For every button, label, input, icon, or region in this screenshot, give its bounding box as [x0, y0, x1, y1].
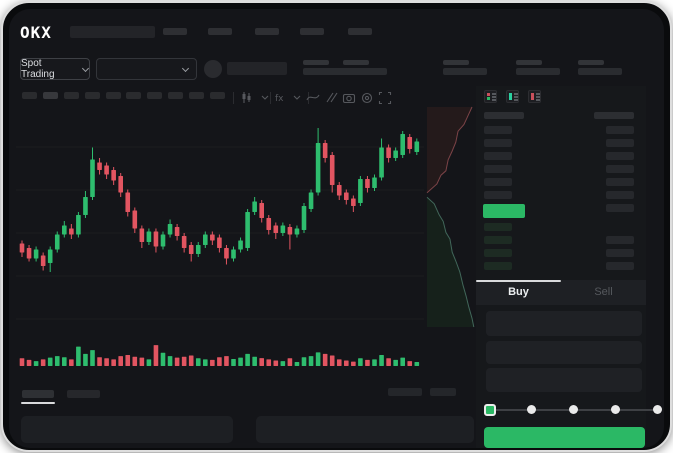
orderbook-combined-icon[interactable] [484, 90, 497, 103]
ask-amount-placeholder[interactable] [606, 191, 634, 199]
timeframe-button[interactable] [22, 92, 37, 99]
timeframe-button[interactable] [85, 92, 100, 99]
bottom-link-placeholder[interactable] [430, 388, 456, 396]
timeframe-button[interactable] [106, 92, 121, 99]
orderbook-amount-header [594, 112, 634, 119]
stat-label-placeholder [443, 60, 469, 65]
toolbar-divider [270, 92, 271, 104]
coin-icon [204, 60, 222, 78]
timeframe-button[interactable] [147, 92, 162, 99]
slider-dot[interactable] [527, 405, 536, 414]
market-type-dropdown[interactable]: Spot Trading [20, 58, 90, 80]
bid-price-placeholder[interactable] [484, 223, 512, 231]
volume-bars [19, 345, 420, 366]
stat-label-placeholder [303, 60, 329, 65]
slider-dot[interactable] [611, 405, 620, 414]
orderbook-price-header [484, 112, 524, 119]
chevron-down-icon [82, 66, 89, 73]
timeframe-button[interactable] [126, 92, 141, 99]
ask-price-placeholder[interactable] [484, 178, 512, 186]
bid-price-placeholder[interactable] [484, 236, 512, 244]
pair-selector-dropdown[interactable] [96, 58, 197, 80]
bottom-tab-underline [21, 402, 55, 404]
timeframe-button[interactable] [64, 92, 79, 99]
orderbook-bids-icon[interactable] [506, 90, 519, 103]
ask-price-placeholder[interactable] [484, 139, 512, 147]
bottom-tab-active[interactable] [22, 390, 54, 398]
pair-name-placeholder [227, 62, 287, 75]
candlestick-chart [16, 128, 424, 366]
timeframe-button[interactable] [189, 92, 204, 99]
nav-item-placeholder[interactable] [255, 28, 279, 35]
toolbar-divider [233, 92, 234, 104]
slider-dot[interactable] [653, 405, 662, 414]
stat-label-placeholder [516, 60, 542, 65]
stat-label-placeholder [343, 60, 369, 65]
stage: OKX Spot Trading fx Buy Sell [9, 9, 664, 448]
bottom-tab[interactable] [67, 390, 100, 398]
ask-price-placeholder[interactable] [484, 152, 512, 160]
okx-logo: OKX [20, 23, 52, 42]
chevron-down-icon [182, 66, 189, 73]
chevron-down-icon[interactable] [290, 91, 304, 104]
buy-submit-button[interactable] [484, 427, 645, 448]
total-input[interactable] [486, 368, 642, 392]
camera-icon[interactable] [342, 91, 356, 104]
settings-icon[interactable] [360, 91, 374, 104]
stat-value-placeholder [578, 68, 622, 75]
line-style-icon[interactable] [306, 91, 320, 104]
orderbook-asks-icon[interactable] [528, 90, 541, 103]
last-price-pill[interactable] [483, 204, 525, 218]
market-type-label: Spot Trading [21, 58, 55, 80]
orders-panel-placeholder[interactable] [21, 416, 233, 443]
amount-input[interactable] [486, 341, 642, 364]
app-window: OKX Spot Trading fx Buy Sell [9, 9, 664, 448]
depth-chart [426, 106, 475, 328]
bid-price-placeholder[interactable] [484, 249, 512, 257]
ask-amount-placeholder[interactable] [606, 126, 634, 134]
slider-handle[interactable] [484, 404, 496, 416]
stat-value-placeholder [343, 68, 387, 75]
ask-amount-placeholder[interactable] [606, 178, 634, 186]
ask-amount-placeholder[interactable] [606, 139, 634, 147]
nav-item-placeholder[interactable] [300, 28, 324, 35]
nav-item-placeholder[interactable] [163, 28, 187, 35]
trade-tabs: Buy Sell [476, 280, 646, 305]
compare-icon[interactable] [324, 91, 338, 104]
ask-price-placeholder[interactable] [484, 191, 512, 199]
bid-amount-placeholder[interactable] [606, 262, 634, 270]
stat-value-placeholder [516, 68, 560, 75]
ask-price-placeholder[interactable] [484, 126, 512, 134]
stat-value-placeholder [443, 68, 487, 75]
nav-item-placeholder[interactable] [208, 28, 232, 35]
ask-amount-placeholder[interactable] [606, 204, 634, 212]
nav-item-placeholder[interactable] [348, 28, 372, 35]
ask-amount-placeholder[interactable] [606, 152, 634, 160]
stat-label-placeholder [578, 60, 604, 65]
price-input[interactable] [486, 311, 642, 336]
tab-sell[interactable]: Sell [594, 286, 613, 298]
indicators-fx-icon[interactable]: fx [274, 91, 288, 104]
tab-buy[interactable]: Buy [508, 286, 529, 298]
ask-price-placeholder[interactable] [484, 165, 512, 173]
bid-amount-placeholder[interactable] [606, 249, 634, 257]
timeframe-button[interactable] [168, 92, 183, 99]
candles [19, 128, 420, 272]
ask-amount-placeholder[interactable] [606, 165, 634, 173]
fullscreen-icon[interactable] [378, 91, 392, 105]
bid-price-placeholder[interactable] [484, 262, 512, 270]
search-placeholder[interactable] [70, 26, 155, 38]
timeframe-button[interactable] [43, 92, 58, 99]
bid-amount-placeholder[interactable] [606, 236, 634, 244]
chevron-down-icon[interactable] [258, 91, 272, 104]
svg-text:fx: fx [275, 94, 284, 104]
timeframe-button[interactable] [210, 92, 225, 99]
active-tab-indicator [476, 280, 561, 282]
orders-panel-placeholder[interactable] [256, 416, 474, 443]
bottom-link-placeholder[interactable] [388, 388, 422, 396]
candle-type-icon[interactable] [240, 91, 254, 104]
slider-dot[interactable] [569, 405, 578, 414]
stat-value-placeholder [303, 68, 347, 75]
